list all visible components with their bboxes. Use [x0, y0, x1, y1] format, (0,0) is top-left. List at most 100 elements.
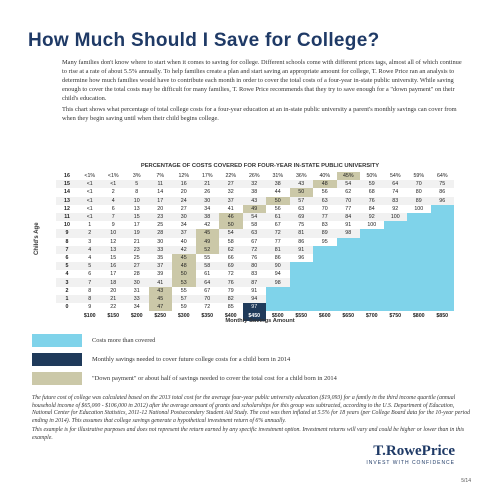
covered-cell [383, 229, 407, 238]
cell: 64 [383, 180, 407, 189]
cell: 8 [78, 294, 102, 303]
cell: 13 [133, 205, 140, 212]
cell: 81 [289, 229, 313, 238]
cell: 98 [336, 229, 360, 238]
cell: 41 [148, 278, 172, 287]
age-cell: 11 [56, 212, 78, 222]
covered-cell [313, 294, 337, 303]
cell: 3 [88, 238, 92, 245]
cell: 30 [195, 196, 219, 205]
table-row: 10 1 9 17 25 34 42 50 58 67 75 83 91 100 [56, 221, 454, 230]
covered-cell [383, 221, 407, 230]
age-cell: 6 [65, 254, 69, 261]
cell: 42 [172, 245, 196, 254]
covered-cell [289, 278, 313, 287]
cell: 49 [242, 204, 266, 213]
covered-cell [430, 294, 454, 303]
cell: 45% [336, 172, 360, 181]
footnote: This example is for illustrative purpose… [32, 427, 465, 441]
cell: 91 [251, 287, 258, 294]
covered-cell [383, 303, 407, 312]
cell: 55 [204, 254, 211, 261]
cell: 17 [133, 222, 140, 229]
table-row: 12 <1 6 13 20 27 34 41 49 56 63 70 77 84 92 100 [56, 204, 454, 213]
cell: 5 [125, 180, 149, 189]
covered-cell [407, 221, 431, 230]
cell: 96 [298, 254, 305, 261]
column-header: $400 [219, 311, 243, 322]
covered-cell [336, 278, 360, 287]
cell: 61 [266, 212, 290, 222]
cell: 34 [133, 304, 140, 311]
cell: 7% [156, 173, 165, 180]
column-header: $500 [266, 311, 290, 322]
cell: 96 [430, 196, 454, 205]
table-row: 7 4 13 23 33 42 52 62 72 81 91 [56, 245, 454, 254]
covered-cell [336, 294, 360, 303]
cell: 59% [413, 173, 425, 180]
covered-cell [383, 286, 407, 295]
covered-cell [360, 278, 384, 287]
cell: 9 [111, 222, 115, 229]
cell: 98 [266, 278, 290, 287]
cell: 28 [148, 229, 172, 238]
swatch [32, 334, 82, 347]
cell: 56 [274, 205, 281, 212]
cell: 27 [125, 262, 149, 271]
cell: 89 [407, 196, 431, 205]
covered-cell [407, 262, 431, 271]
covered-cell [383, 237, 407, 246]
cell: 43 [289, 180, 313, 189]
cell: 27 [180, 205, 187, 212]
cell: 59 [360, 180, 384, 189]
cell: 19 [125, 229, 149, 238]
covered-cell [266, 303, 290, 312]
cell: 48 [172, 262, 196, 271]
cell: 39 [157, 271, 164, 278]
cell: <1% [84, 173, 96, 180]
column-header: $650 [336, 311, 360, 322]
cell: 57 [172, 294, 196, 303]
cell: 52 [195, 245, 219, 254]
cell: 67 [204, 287, 211, 294]
covered-cell [383, 245, 407, 254]
column-header: $100 [78, 311, 102, 322]
cell: 20 [157, 205, 164, 212]
cell: 31 [133, 287, 140, 294]
table-row: 2 8 20 31 43 55 67 79 91 [56, 286, 454, 295]
cell: 5 [78, 262, 102, 271]
intro-paragraph: This chart shows what percentage of tota… [62, 106, 457, 122]
cell: 30 [125, 278, 149, 287]
cell: 83 [251, 271, 258, 278]
covered-cell [289, 303, 313, 312]
cell: 81 [266, 245, 290, 254]
age-cell: 16 [64, 173, 70, 180]
cell: 25 [133, 254, 140, 261]
covered-cell [336, 237, 360, 246]
cell: 68 [368, 189, 375, 196]
cell: 84 [368, 205, 375, 212]
cell: <1 [78, 212, 102, 222]
logo-tagline: INVEST WITH CONFIDENCE [366, 460, 455, 466]
cell: 86 [274, 254, 281, 261]
covered-cell [430, 286, 454, 295]
cell: 33 [125, 294, 149, 303]
cell: 80 [415, 189, 422, 196]
covered-cell [430, 212, 454, 222]
cell: 50 [289, 188, 313, 197]
cell: 50% [366, 173, 378, 180]
swatch [32, 372, 82, 385]
covered-cell [407, 237, 431, 246]
age-cell: 0 [65, 304, 69, 311]
column-header: $700 [360, 311, 384, 322]
cell: 23 [148, 212, 172, 222]
covered-cell [336, 245, 360, 254]
table-row: 1 8 21 33 45 57 70 82 94 [56, 294, 454, 303]
cell: 56 [321, 189, 328, 196]
cell: 4 [78, 245, 102, 254]
covered-cell [336, 286, 360, 295]
table-row: 13 <1 4 10 17 24 30 37 43 50 57 63 70 76 83 89 96 [56, 196, 454, 205]
covered-cell [313, 270, 337, 279]
cell: 17 [110, 271, 117, 278]
covered-cell [407, 286, 431, 295]
